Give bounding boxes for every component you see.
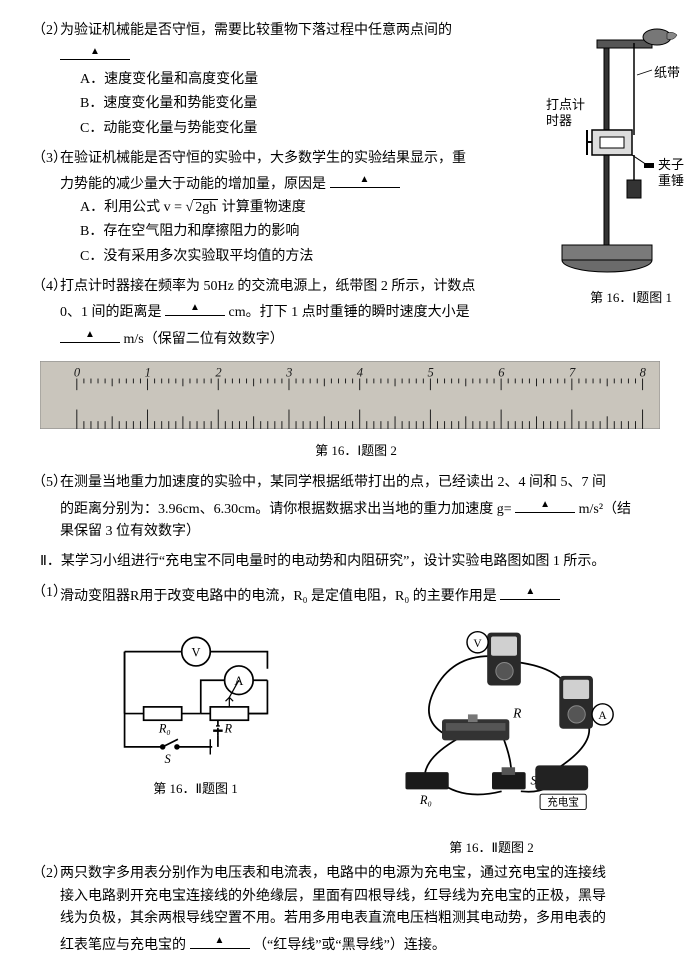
q2-opt-a: A．速度变化量和高度变化量 xyxy=(80,69,522,91)
q3-text-b: 力势能的减少量大于动能的增加量，原因是 xyxy=(60,177,326,192)
p2q1-num: （1） xyxy=(32,582,67,604)
q3-text-a: 在验证机械能是否守恒的实验中，大多数学生的实验结果显示，重 xyxy=(60,151,466,166)
circuit-caption-2: 第 16．Ⅱ题图 2 xyxy=(367,838,617,859)
q4-text-b: 0、1 间的距离是 xyxy=(60,305,162,320)
label-tape: 纸带 xyxy=(654,63,680,84)
question-2: （2） 为验证机械能是否守恒，需要比较重物下落过程中任意两点间的 A．速度变化量… xyxy=(60,20,652,140)
label-R: R xyxy=(223,722,232,736)
q4-num: （4） xyxy=(32,276,67,298)
q3-blank xyxy=(330,170,400,188)
circuit-photo: V A R R₀ S 充电宝 第 16．Ⅱ题图 2 xyxy=(367,623,617,858)
p2q1-blank xyxy=(500,582,560,600)
part2-q1: （1） 滑动变阻器R用于改变电路中的电流，R₀ 是定值电阻，R₀ 的主要作用是 xyxy=(60,582,652,608)
q5-text-a: 在测量当地重力加速度的实验中，某同学根据纸带打出的点，已经读出 2、4 间和 5… xyxy=(60,475,606,490)
ruler-caption: 第 16．Ⅰ题图 2 xyxy=(60,441,652,462)
q3-opt-b: B．存在空气阻力和摩擦阻力的影响 xyxy=(80,221,522,243)
p2q2-blank xyxy=(190,931,250,949)
circuit-schematic: V A R₀ R S 第 16．Ⅱ题图 1 xyxy=(96,623,296,799)
p2q2-e: （“红导线”或“黑导线”）连接。 xyxy=(253,938,446,953)
ruler-figure: 0 1 2 3 4 5 6 7 8 xyxy=(40,361,660,437)
photo-label-A: A xyxy=(598,710,607,722)
circuit-figures: V A R₀ R S 第 16．Ⅱ题图 1 V xyxy=(60,623,652,858)
svg-text:2: 2 xyxy=(215,366,222,380)
photo-label-R0: R₀ xyxy=(418,793,431,807)
q3-opt-a-head: A．利用公式 v = xyxy=(80,200,182,215)
photo-label-bank: 充电宝 xyxy=(547,796,579,809)
q4-blank-2 xyxy=(60,325,120,343)
p2q2-b: 接入电路剥开充电宝连接线的外绝缘层，里面有四根导线，红导线为充电宝的正极，黑导 xyxy=(60,889,606,904)
top-block: 纸带 打点计 时器 夹子 重锤 第 16．Ⅰ题图 1 （2） 为验证机械能是否守… xyxy=(60,20,652,351)
q5-blank xyxy=(515,495,575,513)
q2-text: 为验证机械能是否守恒，需要比较重物下落过程中任意两点间的 xyxy=(60,23,452,38)
part2-intro: Ⅱ．某学习小组进行“充电宝不同电量时的电动势和内阻研究”，设计实验电路图如图 1… xyxy=(40,551,652,573)
label-S: S xyxy=(164,752,170,766)
svg-text:3: 3 xyxy=(285,366,292,380)
circuit-caption-1: 第 16．Ⅱ题图 1 xyxy=(96,779,296,800)
p2q2-num: （2） xyxy=(32,863,67,885)
q3-opt-a-tail: 计算重物速度 xyxy=(222,200,306,215)
svg-text:8: 8 xyxy=(640,366,647,380)
photo-label-R: R xyxy=(512,705,521,720)
q4-text-d: m/s（保留二位有效数字） xyxy=(124,332,284,347)
svg-text:0: 0 xyxy=(74,366,81,380)
p2q2-d: 红表笔应与充电宝的 xyxy=(60,938,186,953)
label-V: V xyxy=(191,646,200,660)
ruler-svg: 0 1 2 3 4 5 6 7 8 xyxy=(40,361,660,429)
q5-text-d: 果保留 3 位有效数字） xyxy=(60,524,200,539)
question-5: （5） 在测量当地重力加速度的实验中，某同学根据纸带打出的点，已经读出 2、4 … xyxy=(60,472,652,543)
q3-opt-c: C．没有采用多次实验取平均值的方法 xyxy=(80,246,522,268)
part2-q2: （2） 两只数字多用表分别作为电压表和电流表，电路中的电源为充电宝，通过充电宝的… xyxy=(60,863,652,957)
p2q2-c: 线为负极，其余两根导线空置不用。若用多用电表直流电压档粗测其电动势，多用电表的 xyxy=(60,911,606,926)
svg-text:1: 1 xyxy=(145,366,151,380)
q4-text-a: 打点计时器接在频率为 50Hz 的交流电源上，纸带图 2 所示，计数点 xyxy=(60,279,475,294)
photo-label-V: V xyxy=(473,638,482,650)
part2-intro-text: Ⅱ．某学习小组进行“充电宝不同电量时的电动势和内阻研究”，设计实验电路图如图 1… xyxy=(40,554,605,569)
q5-text-b: 的距离分别为：3.96cm、6.30cm。请你根据数据求出当地的重力加速度 g= xyxy=(60,502,512,517)
q2-num: （2） xyxy=(32,20,67,42)
q5-num: （5） xyxy=(32,472,67,494)
circuit-schematic-svg: V A R₀ R S xyxy=(96,623,296,766)
q3-num: （3） xyxy=(32,148,67,170)
q2-blank xyxy=(60,42,130,60)
label-weight: 重锤 xyxy=(658,171,684,192)
q5-text-c: m/s²（结 xyxy=(579,502,631,517)
q3-opt-a-rad: 2gh xyxy=(193,199,218,215)
q2-opt-c: C．动能变化量与势能变化量 xyxy=(80,118,522,140)
svg-text:7: 7 xyxy=(569,366,576,380)
p2q2-a: 两只数字多用表分别作为电压表和电流表，电路中的电源为充电宝，通过充电宝的连接线 xyxy=(60,866,606,881)
label-A: A xyxy=(234,674,243,688)
circuit-photo-svg: V A R R₀ S 充电宝 xyxy=(367,623,617,825)
svg-text:4: 4 xyxy=(357,366,363,380)
question-4: （4） 打点计时器接在频率为 50Hz 的交流电源上，纸带图 2 所示，计数点 … xyxy=(60,276,652,351)
p2q1-text: 滑动变阻器R用于改变电路中的电流，R₀ 是定值电阻，R₀ 的主要作用是 xyxy=(60,589,497,604)
svg-text:6: 6 xyxy=(498,366,505,380)
q2-opt-b: B．速度变化量和势能变化量 xyxy=(80,93,522,115)
q4-text-c: cm。打下 1 点时重锤的瞬时速度大小是 xyxy=(229,305,470,320)
label-R0: R₀ xyxy=(157,722,170,736)
svg-text:5: 5 xyxy=(428,366,434,380)
q4-blank-1 xyxy=(165,298,225,316)
q3-opt-a: A．利用公式 v = √2gh 计算重物速度 xyxy=(80,197,522,219)
question-3: （3） 在验证机械能是否守恒的实验中，大多数学生的实验结果显示，重 力势能的减少… xyxy=(60,148,652,268)
